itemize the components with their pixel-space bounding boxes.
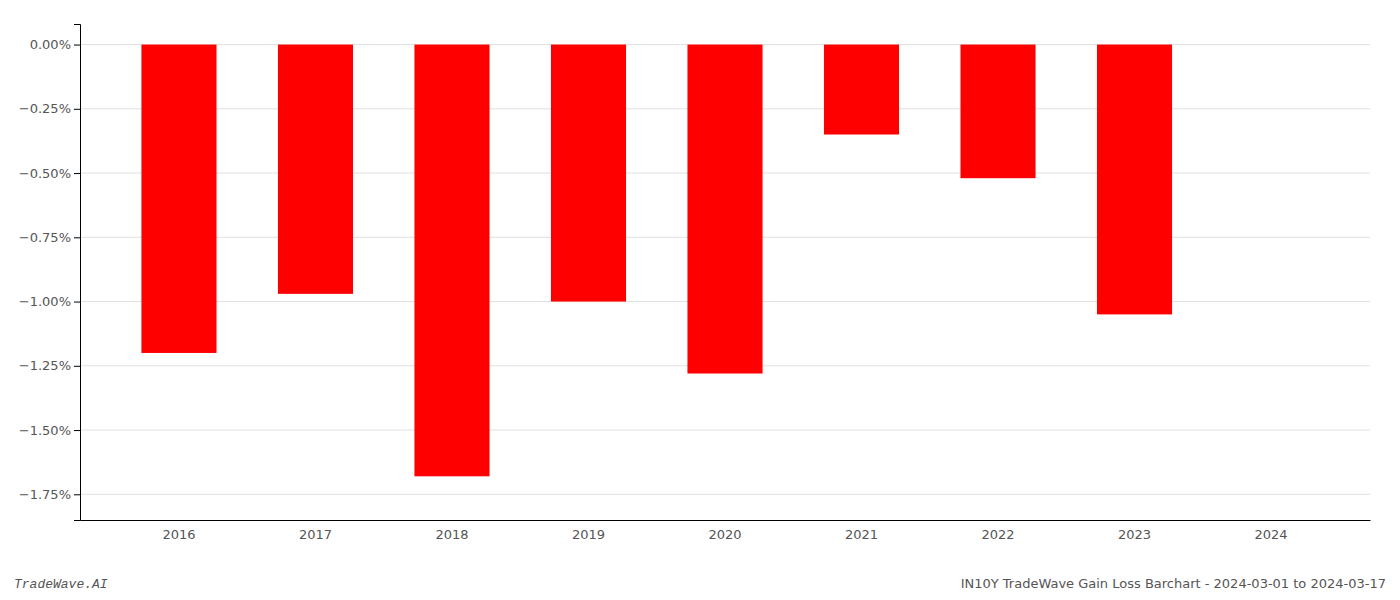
x-tick-label: 2023	[1118, 527, 1151, 542]
y-axis: 0.00% −0.25% −0.50% −0.75% −1.00% −1.25% −1.50…	[19, 25, 81, 521]
y-tick-label: −0.50%	[19, 166, 71, 181]
y-tick-mark	[74, 237, 80, 238]
x-tick-label: 2017	[299, 527, 332, 542]
x-tick: 2021	[845, 527, 878, 542]
bar	[960, 45, 1035, 179]
x-tick-label: 2016	[162, 527, 195, 542]
y-tick: −1.00%	[19, 294, 80, 309]
bar	[687, 45, 762, 374]
bar	[824, 45, 899, 135]
y-tick: −1.50%	[19, 423, 80, 438]
y-tick-label: −1.50%	[19, 423, 71, 438]
x-tick: 2024	[1254, 527, 1287, 542]
x-tick-label: 2024	[1254, 527, 1287, 542]
y-tick: −0.75%	[19, 230, 80, 245]
bars	[141, 45, 1172, 477]
footer: TradeWave.AI IN10Y TradeWave Gain Loss Ba…	[14, 576, 1386, 592]
x-tick-label: 2019	[572, 527, 605, 542]
y-tick-mark	[74, 45, 80, 46]
y-tick-mark	[74, 173, 80, 174]
y-tick-label: −1.00%	[19, 294, 71, 309]
x-tick: 2017	[299, 527, 332, 542]
x-tick-label: 2018	[435, 527, 468, 542]
bar	[551, 45, 626, 302]
y-tick-mark	[74, 494, 80, 495]
x-tick-label: 2020	[708, 527, 741, 542]
x-tick: 2016	[162, 527, 195, 542]
y-tick: −0.50%	[19, 166, 80, 181]
y-tick-mark	[74, 366, 80, 367]
x-tick-label: 2022	[981, 527, 1014, 542]
y-tick-mark	[74, 302, 80, 303]
x-tick-label: 2021	[845, 527, 878, 542]
chart: 0.00% −0.25% −0.50% −0.75% −1.00% −1.25% −1.50…	[0, 0, 1400, 600]
y-tick: −0.25%	[19, 101, 80, 116]
x-tick: 2018	[435, 527, 468, 542]
x-axis: 2016 2017 2018 2019 2020 2021 2022 2023 2024	[81, 521, 1371, 543]
y-tick: −1.25%	[19, 358, 80, 373]
y-tick: 0.00%	[30, 37, 80, 52]
x-tick: 2019	[572, 527, 605, 542]
y-tick-label: −1.75%	[19, 487, 71, 502]
footer-text: TradeWave.AI	[14, 577, 108, 592]
y-tick-label: −0.75%	[19, 230, 71, 245]
bar	[278, 45, 353, 294]
x-axis-line	[81, 520, 1371, 521]
grid	[80, 45, 1370, 495]
x-tick: 2023	[1118, 527, 1151, 542]
x-tick: 2020	[708, 527, 741, 542]
y-tick-mark	[74, 109, 80, 110]
bar	[1097, 45, 1172, 315]
y-tick-label: −0.25%	[19, 101, 71, 116]
y-tick: −1.75%	[19, 487, 80, 502]
y-tick-mark	[74, 430, 80, 431]
bar	[141, 45, 216, 353]
y-tick-label: 0.00%	[30, 37, 71, 52]
footer-text: IN10Y TradeWave Gain Loss Barchart - 202…	[961, 576, 1386, 591]
grid-line	[80, 430, 1370, 431]
y-axis-line	[74, 25, 81, 521]
x-tick: 2022	[981, 527, 1014, 542]
bar	[414, 45, 489, 477]
grid-line	[80, 494, 1370, 495]
y-tick-label: −1.25%	[19, 358, 71, 373]
